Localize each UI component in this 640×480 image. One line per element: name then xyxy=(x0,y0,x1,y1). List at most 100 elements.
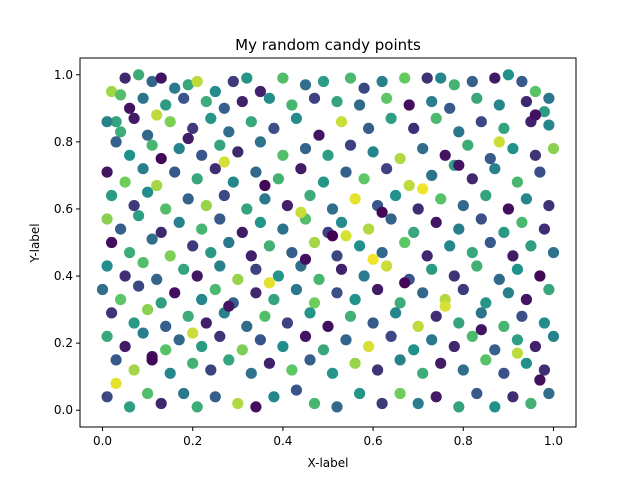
y-tick-label: 0.8 xyxy=(54,135,73,149)
data-point xyxy=(507,143,519,155)
data-point xyxy=(200,96,212,108)
data-point xyxy=(277,149,289,161)
data-point xyxy=(543,387,555,400)
data-point xyxy=(245,116,257,128)
data-point xyxy=(439,149,451,161)
data-point xyxy=(403,99,415,111)
data-point xyxy=(214,260,226,272)
data-point xyxy=(151,179,163,192)
data-point xyxy=(412,320,424,332)
data-point xyxy=(299,253,312,265)
data-point xyxy=(453,223,465,235)
data-point xyxy=(498,122,510,134)
data-point xyxy=(245,250,257,262)
data-point xyxy=(349,357,361,369)
data-point xyxy=(439,300,451,312)
data-point xyxy=(187,327,199,339)
data-point xyxy=(259,193,271,205)
data-point xyxy=(498,320,510,332)
data-point xyxy=(155,72,167,84)
data-point xyxy=(462,139,474,151)
data-point xyxy=(187,122,199,134)
data-point xyxy=(182,193,194,205)
data-point xyxy=(358,173,370,185)
data-point xyxy=(200,317,212,329)
data-point xyxy=(363,340,375,353)
data-point xyxy=(480,297,492,309)
data-point xyxy=(516,216,528,228)
data-point xyxy=(354,240,366,252)
data-point xyxy=(290,283,302,296)
data-point xyxy=(453,159,465,171)
data-point xyxy=(493,273,505,285)
data-point xyxy=(173,143,185,155)
data-point xyxy=(295,206,307,218)
data-point xyxy=(403,179,415,192)
data-point xyxy=(385,213,397,225)
x-axis-ticks: 0.0 0.2 0.4 0.6 0.8 1.0 xyxy=(93,427,563,448)
data-point xyxy=(196,340,208,353)
data-point xyxy=(254,136,266,148)
data-point xyxy=(529,85,542,98)
data-point xyxy=(254,216,266,228)
data-point xyxy=(417,183,429,195)
data-point xyxy=(543,200,555,212)
data-point xyxy=(344,139,357,151)
plot-frame xyxy=(79,57,577,428)
data-point xyxy=(277,223,289,235)
data-point xyxy=(417,367,429,379)
data-point xyxy=(205,364,217,376)
data-point xyxy=(376,206,388,218)
data-point xyxy=(390,307,402,319)
data-point xyxy=(241,203,253,215)
data-point xyxy=(259,310,271,322)
data-point xyxy=(412,203,424,215)
data-point xyxy=(466,75,478,88)
data-point xyxy=(543,92,555,104)
data-point xyxy=(295,163,307,175)
data-point xyxy=(529,340,542,353)
data-point xyxy=(534,374,546,386)
data-point xyxy=(164,250,176,262)
data-point xyxy=(349,293,361,306)
data-point xyxy=(115,223,127,235)
data-point xyxy=(538,317,551,329)
data-point xyxy=(200,200,212,212)
data-point xyxy=(516,75,528,88)
data-point xyxy=(326,203,339,215)
y-axis-ticks: 0.0 0.2 0.4 0.6 0.8 1.0 xyxy=(54,68,80,417)
data-point xyxy=(124,401,136,413)
data-point xyxy=(435,357,447,369)
data-point xyxy=(277,72,289,84)
data-point xyxy=(340,334,352,346)
data-point xyxy=(214,139,226,151)
data-point xyxy=(196,293,208,306)
data-point xyxy=(110,377,122,389)
data-point xyxy=(547,330,560,342)
data-point xyxy=(286,99,298,111)
data-point xyxy=(385,112,397,124)
data-point xyxy=(146,139,158,151)
data-point xyxy=(110,354,122,366)
data-point xyxy=(525,397,537,410)
data-point xyxy=(502,69,514,81)
data-point xyxy=(538,106,551,118)
data-point xyxy=(534,270,546,282)
data-point xyxy=(372,364,384,376)
data-point xyxy=(281,317,293,329)
data-point xyxy=(335,263,348,275)
data-point xyxy=(421,250,433,262)
data-point xyxy=(142,129,154,141)
data-point xyxy=(466,330,478,342)
data-point xyxy=(385,330,397,342)
data-point xyxy=(101,330,113,342)
data-point xyxy=(191,401,203,413)
data-point xyxy=(381,163,393,175)
data-point xyxy=(354,99,366,111)
data-point xyxy=(529,109,542,121)
data-point xyxy=(160,344,172,356)
data-point xyxy=(115,89,127,101)
data-point xyxy=(412,397,424,410)
data-point xyxy=(502,287,514,299)
